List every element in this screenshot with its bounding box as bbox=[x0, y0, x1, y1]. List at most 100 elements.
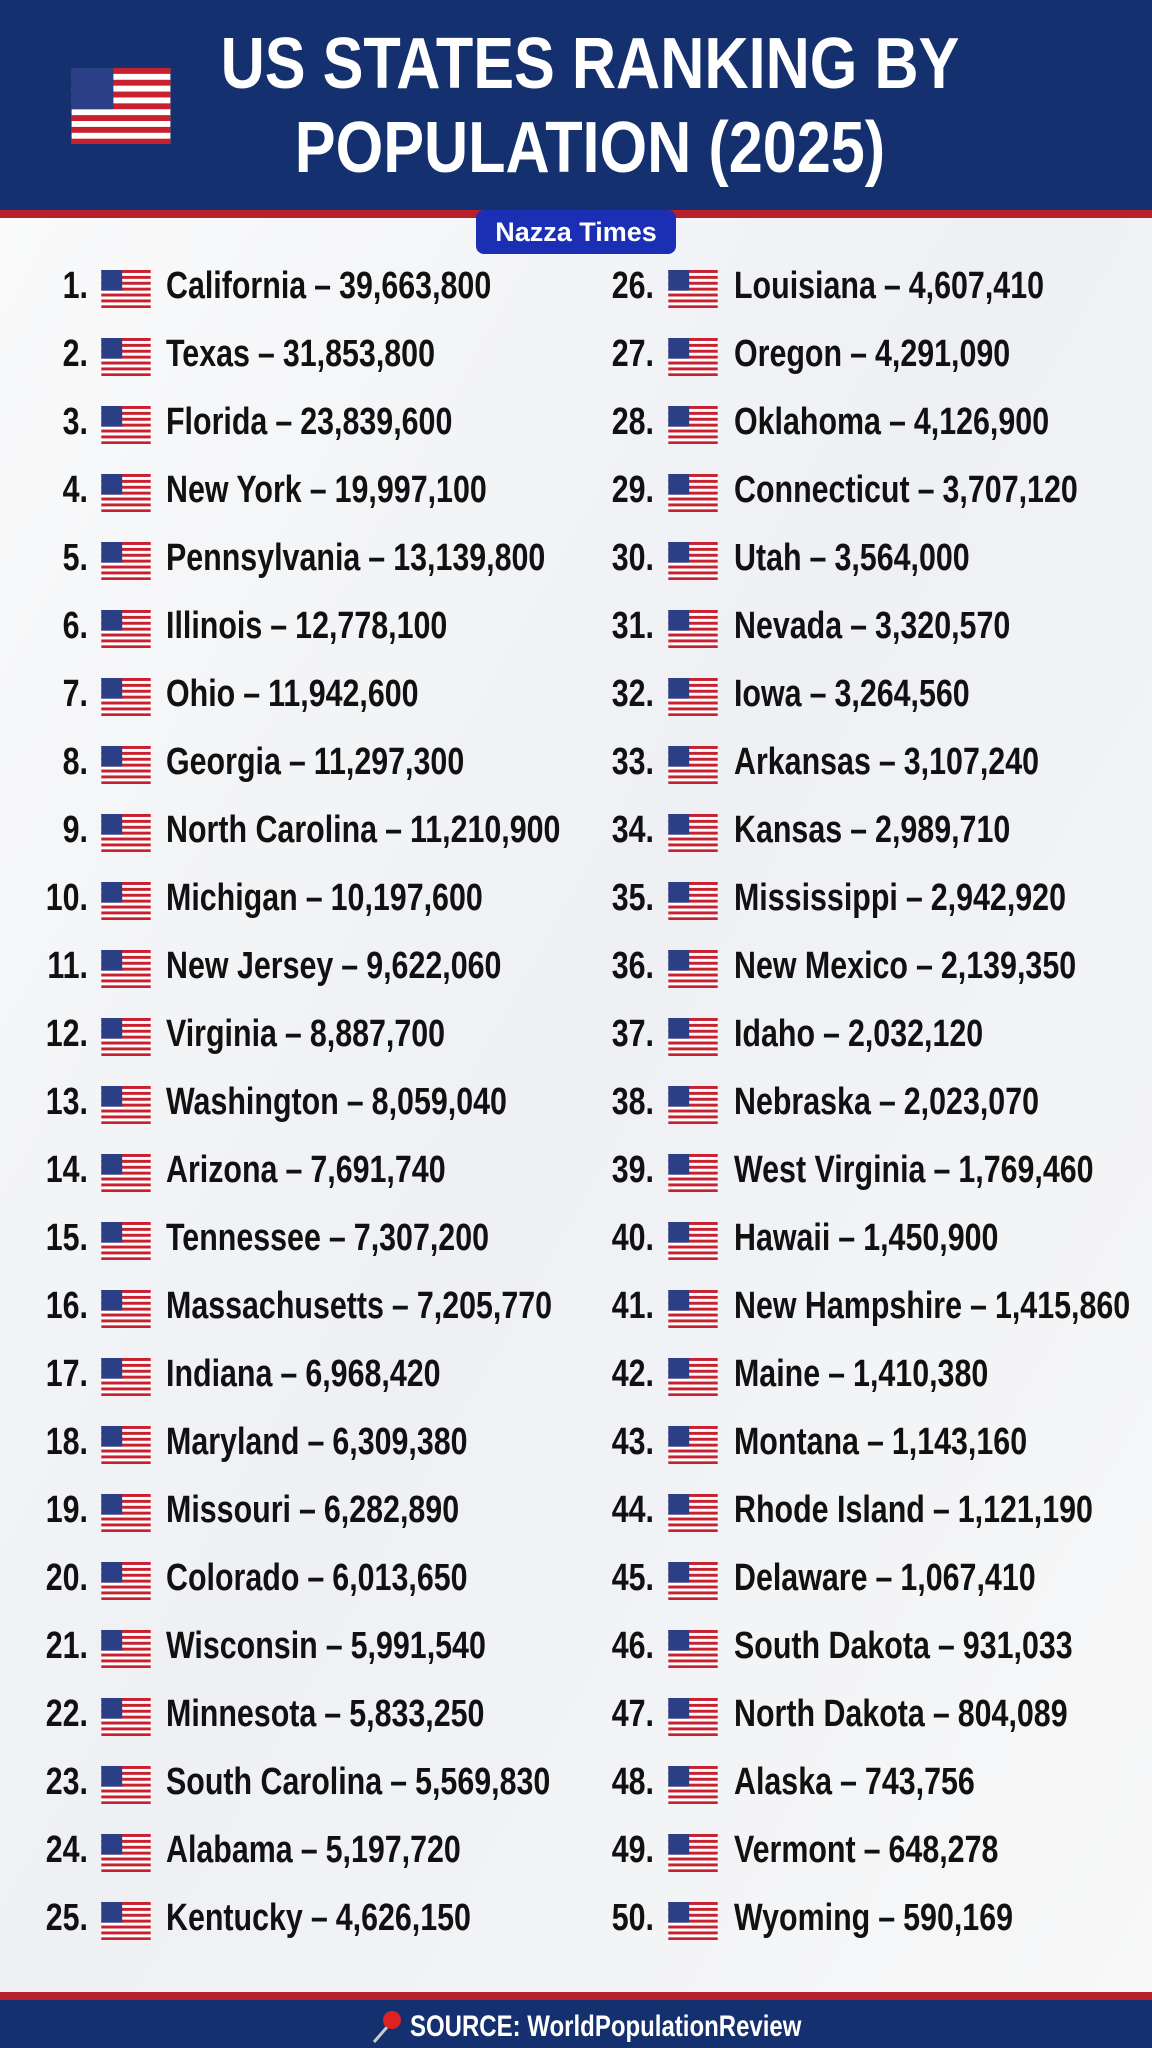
rank: 36. bbox=[612, 945, 654, 987]
separator: – bbox=[301, 1829, 318, 1871]
row-flag bbox=[101, 746, 151, 784]
population: 9,622,060 bbox=[366, 945, 501, 987]
entry: Texas –31,853,800 bbox=[166, 333, 435, 375]
header-flag bbox=[71, 68, 171, 144]
row-flag bbox=[668, 882, 718, 920]
separator: – bbox=[884, 265, 901, 307]
state-name: Massachusetts bbox=[166, 1285, 384, 1327]
state-name: New Mexico bbox=[734, 945, 908, 987]
pin-icon bbox=[372, 2011, 401, 2043]
separator: – bbox=[326, 1625, 343, 1667]
rank: 12. bbox=[46, 1013, 88, 1055]
population: 1,121,190 bbox=[958, 1489, 1093, 1531]
rank: 30. bbox=[612, 537, 654, 579]
row-flag bbox=[668, 1426, 718, 1464]
row-flag bbox=[668, 1698, 718, 1736]
entry: Washington –8,059,040 bbox=[166, 1081, 507, 1123]
separator: – bbox=[329, 1217, 346, 1259]
row-flag bbox=[668, 814, 718, 852]
separator: – bbox=[828, 1353, 845, 1395]
population: 2,989,710 bbox=[875, 809, 1010, 851]
separator: – bbox=[310, 469, 327, 511]
row-flag bbox=[668, 338, 718, 376]
rank: 23. bbox=[46, 1761, 88, 1803]
population: 39,663,800 bbox=[339, 265, 491, 307]
row-flag bbox=[101, 1358, 151, 1396]
entry: Massachusetts –7,205,770 bbox=[166, 1285, 552, 1327]
separator: – bbox=[314, 265, 331, 307]
rank: 17. bbox=[46, 1353, 88, 1395]
rank: 47. bbox=[612, 1693, 654, 1735]
entry: Indiana –6,968,420 bbox=[166, 1353, 441, 1395]
separator: – bbox=[289, 741, 306, 783]
population: 648,278 bbox=[889, 1829, 999, 1871]
entry: Idaho –2,032,120 bbox=[734, 1013, 983, 1055]
population: 5,991,540 bbox=[351, 1625, 486, 1667]
state-name: Idaho bbox=[734, 1013, 815, 1055]
state-name: Utah bbox=[734, 537, 802, 579]
state-name: Indiana bbox=[166, 1353, 273, 1395]
source: SOURCE: WorldPopulationReview bbox=[410, 2008, 802, 2042]
separator: – bbox=[823, 1013, 840, 1055]
entry: Iowa –3,264,560 bbox=[734, 673, 970, 715]
separator: – bbox=[906, 877, 923, 919]
badge-text: Nazza Times bbox=[495, 217, 657, 247]
entry: New Jersey –9,622,060 bbox=[166, 945, 501, 987]
separator: – bbox=[850, 333, 867, 375]
row-flag bbox=[668, 1834, 718, 1872]
separator: – bbox=[243, 673, 260, 715]
population: 590,169 bbox=[903, 1897, 1013, 1939]
population: 2,032,120 bbox=[848, 1013, 983, 1055]
population: 12,778,100 bbox=[295, 605, 447, 647]
state-name: New York bbox=[166, 469, 302, 511]
population: 6,309,380 bbox=[332, 1421, 467, 1463]
state-name: New Jersey bbox=[166, 945, 333, 987]
state-name: Alaska bbox=[734, 1761, 833, 1803]
separator: – bbox=[285, 1149, 302, 1191]
population: 11,297,300 bbox=[314, 741, 464, 783]
row-flag bbox=[101, 1154, 151, 1192]
population: 1,143,160 bbox=[892, 1421, 1027, 1463]
entry: Rhode Island –1,121,190 bbox=[734, 1489, 1093, 1531]
population: 804,089 bbox=[958, 1693, 1068, 1735]
state-name: Wisconsin bbox=[166, 1625, 318, 1667]
rank: 35. bbox=[612, 877, 654, 919]
state-name: Virginia bbox=[166, 1013, 278, 1055]
row-flag bbox=[668, 1562, 718, 1600]
separator: – bbox=[810, 537, 827, 579]
row-flag bbox=[101, 1290, 151, 1328]
row-flag bbox=[668, 270, 718, 308]
population: 5,833,250 bbox=[349, 1693, 484, 1735]
entry: Alabama –5,197,720 bbox=[166, 1829, 461, 1871]
separator: – bbox=[867, 1421, 884, 1463]
title-line: POPULATION (2025) bbox=[295, 108, 885, 188]
row-flag bbox=[668, 746, 718, 784]
population: 31,853,800 bbox=[283, 333, 435, 375]
row-flag bbox=[101, 542, 151, 580]
row-flag bbox=[668, 1358, 718, 1396]
rank: 28. bbox=[612, 401, 654, 443]
population: 2,139,350 bbox=[941, 945, 1076, 987]
state-name: Wyoming bbox=[734, 1897, 870, 1939]
population: 11,942,600 bbox=[268, 673, 418, 715]
state-name: Connecticut bbox=[734, 469, 910, 511]
population: 1,415,860 bbox=[995, 1285, 1130, 1327]
rank: 18. bbox=[46, 1421, 88, 1463]
rank: 42. bbox=[612, 1353, 654, 1395]
separator: – bbox=[970, 1285, 987, 1327]
rank: 32. bbox=[612, 673, 654, 715]
entry: Kentucky –4,626,150 bbox=[166, 1897, 471, 1939]
rank: 21. bbox=[46, 1625, 88, 1667]
rank: 38. bbox=[612, 1081, 654, 1123]
row-flag bbox=[101, 406, 151, 444]
population: 8,059,040 bbox=[372, 1081, 507, 1123]
population: 1,769,460 bbox=[958, 1149, 1093, 1191]
population: 23,839,600 bbox=[300, 401, 452, 443]
rank: 14. bbox=[46, 1149, 88, 1191]
entry: Kansas –2,989,710 bbox=[734, 809, 1010, 851]
state-name: Michigan bbox=[166, 877, 298, 919]
entry: Montana –1,143,160 bbox=[734, 1421, 1027, 1463]
separator: – bbox=[285, 1013, 302, 1055]
rank: 7. bbox=[63, 673, 88, 715]
row-flag bbox=[668, 1766, 718, 1804]
